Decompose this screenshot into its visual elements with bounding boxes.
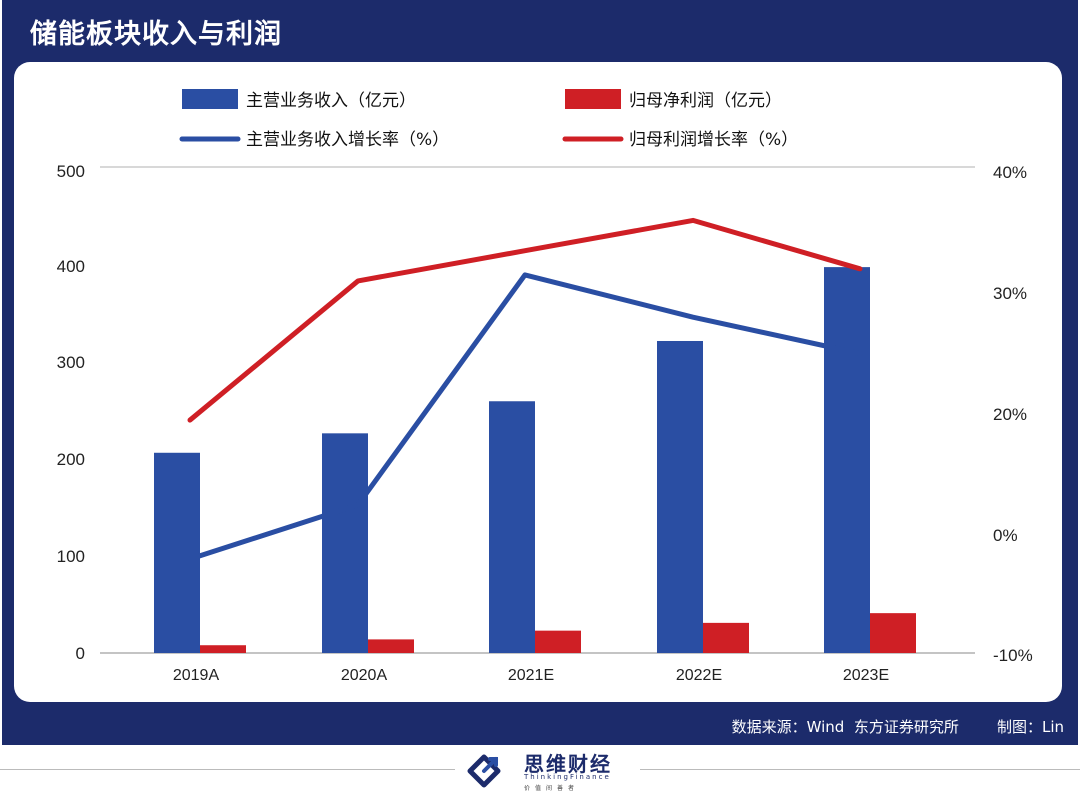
legend-profit-growth-label: 归母利润增长率（%） <box>629 130 798 150</box>
plot-area: 0 100 200 300 400 500 -10% 0% 20% 30% 40% 2019A 2020… <box>57 162 1033 684</box>
profit-bar <box>368 639 414 653</box>
profit-bar <box>703 622 749 653</box>
revenue-bar <box>657 340 703 653</box>
legend-profit-label: 归母净利润（亿元） <box>629 91 782 111</box>
legend-revenue-label: 主营业务收入（亿元） <box>246 91 416 111</box>
revenue-bar <box>824 267 870 653</box>
y-left-tick-label: 500 <box>57 162 85 181</box>
y-left-tick-label: 400 <box>57 257 85 276</box>
footer-rule-right <box>640 769 1080 770</box>
x-tick-label: 2020A <box>341 667 388 684</box>
x-tick-label: 2022E <box>676 667 722 684</box>
brand-logo <box>467 754 501 788</box>
y-right-tick-label: 20% <box>993 405 1027 424</box>
y-left-tick-label: 100 <box>57 547 85 566</box>
profit-bar <box>870 613 916 653</box>
revenue-bar <box>322 433 368 653</box>
y-left-tick-label: 0 <box>76 644 85 663</box>
source-note: 数据来源：Wind 东方证券研究所 制图：Lin <box>731 718 1064 736</box>
logo-name-cn: 思维财经 <box>524 752 612 776</box>
x-tick-label: 2019A <box>173 667 220 684</box>
logo-tagline: 价值间善者 <box>524 785 580 792</box>
y-right-tick-label: 0% <box>993 526 1018 545</box>
logo-diamond-icon <box>467 754 501 788</box>
revenue-bar <box>489 401 535 653</box>
legend-revenue-growth-label: 主营业务收入增长率（%） <box>246 130 449 150</box>
y-right-tick-label: 30% <box>993 284 1027 303</box>
legend-profit-swatch <box>565 89 621 109</box>
profit-growth-line <box>187 217 863 423</box>
page-title: 储能板块收入与利润 <box>30 19 282 50</box>
profit-bar <box>200 645 246 653</box>
chart-svg: 主营业务收入（亿元） 归母净利润（亿元） 主营业务收入增长率（%） 归母利润增长… <box>57 89 1033 684</box>
y-right-tick-label: -10% <box>993 646 1033 665</box>
revenue-bar <box>154 452 200 653</box>
x-tick-label: 2023E <box>843 667 889 684</box>
logo-name-en: ThinkingFinance <box>524 773 611 781</box>
legend: 主营业务收入（亿元） 归母净利润（亿元） 主营业务收入增长率（%） 归母利润增长… <box>179 89 798 150</box>
y-left-tick-label: 200 <box>57 450 85 469</box>
profit-bar <box>535 630 581 653</box>
logo-arrow-icon <box>482 757 498 773</box>
revenue-growth-line <box>187 272 863 562</box>
x-tick-label: 2021E <box>508 667 554 684</box>
footer-rule-left <box>0 769 455 770</box>
y-right-tick-label: 40% <box>993 163 1027 182</box>
y-left-tick-label: 300 <box>57 353 85 372</box>
legend-revenue-swatch <box>182 89 238 109</box>
